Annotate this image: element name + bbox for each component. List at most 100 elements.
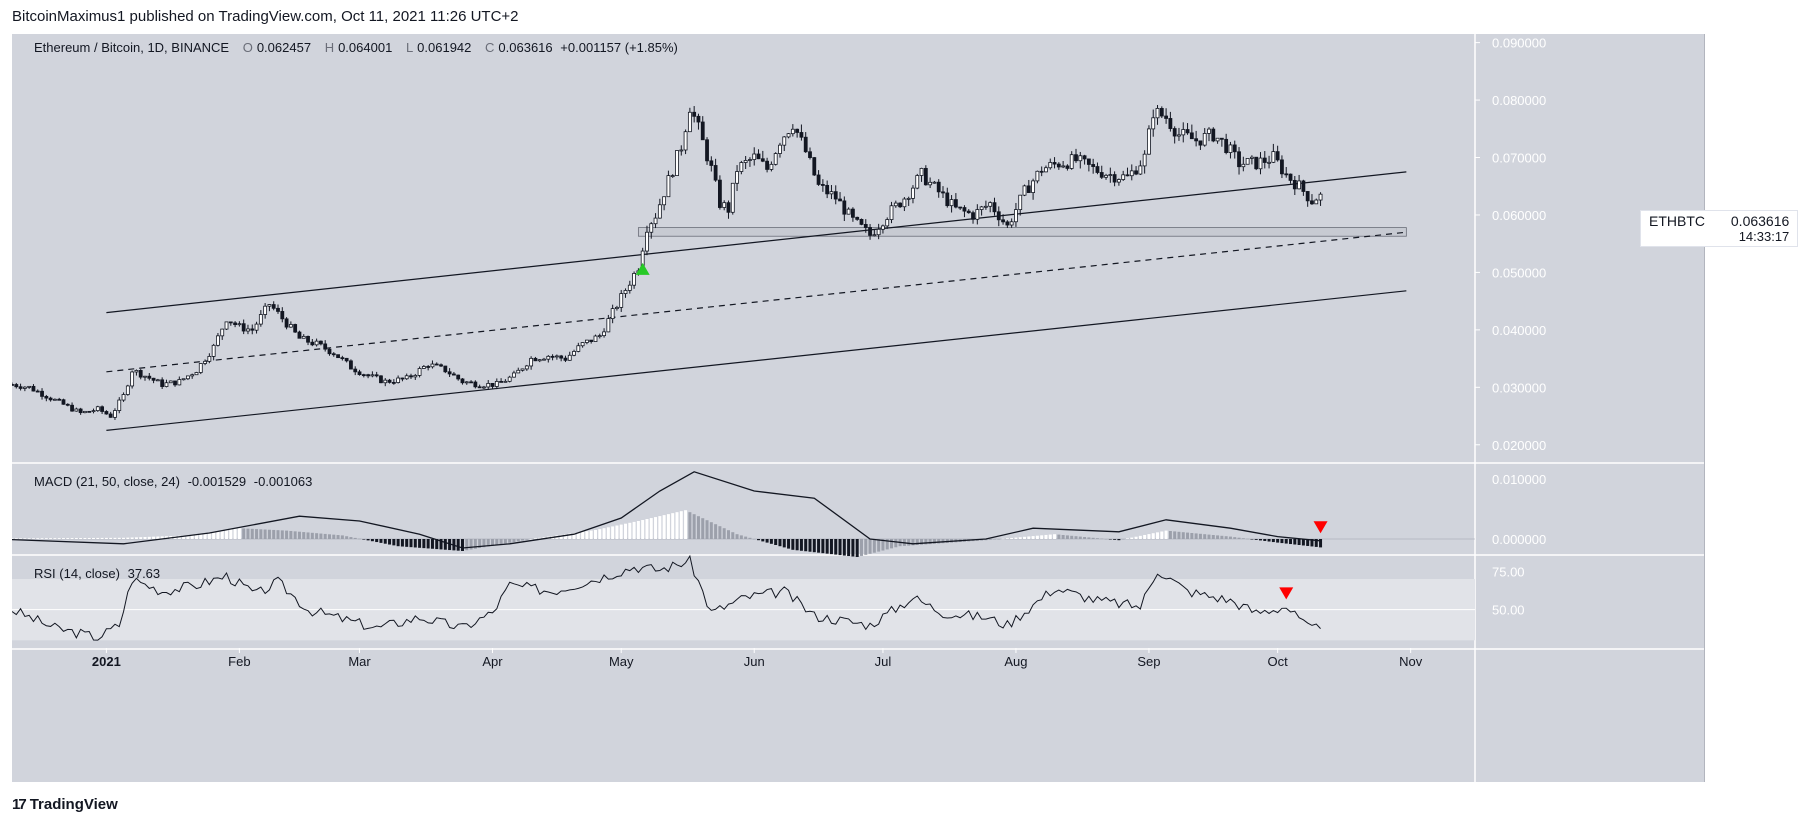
macd-histogram-bar xyxy=(199,533,203,539)
tradingview-logo-icon: 17 xyxy=(12,796,27,813)
macd-histogram-bar xyxy=(1293,539,1297,545)
candle-body xyxy=(387,379,392,383)
macd-histogram-bar xyxy=(130,537,134,539)
macd-histogram-bar xyxy=(109,537,113,539)
candle-body xyxy=(383,379,388,384)
macd-histogram-bar xyxy=(400,539,404,547)
candle-body xyxy=(186,375,190,380)
macd-histogram-bar xyxy=(503,539,507,544)
candle-body xyxy=(898,202,902,208)
candle-body xyxy=(524,365,529,370)
footer-brand[interactable]: 17 TradingView xyxy=(12,796,118,813)
candle-body xyxy=(984,205,988,208)
candle-body xyxy=(1052,162,1057,165)
candle-body xyxy=(743,160,748,163)
high-value: 0.064001 xyxy=(338,40,393,55)
macd-histogram-bar xyxy=(1289,539,1293,545)
low-value: 0.061942 xyxy=(417,40,472,55)
macd-histogram-bar xyxy=(521,539,525,541)
candle-body xyxy=(301,335,306,339)
candle-body xyxy=(786,133,791,138)
macd-histogram-bar xyxy=(572,533,576,539)
candle-body xyxy=(447,371,452,375)
macd-histogram-bar xyxy=(1100,538,1104,540)
macd-histogram-bar xyxy=(465,539,469,551)
candle-body xyxy=(18,386,23,389)
macd-histogram-bar xyxy=(636,521,640,539)
candle-body xyxy=(1262,157,1267,163)
candle-body xyxy=(851,208,855,218)
macd-histogram-bar xyxy=(1173,531,1177,539)
candle-body xyxy=(1288,173,1293,181)
macd-histogram-bar xyxy=(1203,534,1207,539)
candle-body xyxy=(409,375,413,378)
macd-histogram-bar xyxy=(859,539,863,556)
macd-histogram-bar xyxy=(134,537,138,539)
candle-body xyxy=(1044,167,1048,173)
macd-line xyxy=(12,471,1321,549)
macd-histogram-bar xyxy=(795,539,799,551)
candle-body xyxy=(434,363,439,366)
candle-body xyxy=(928,181,933,186)
macd-histogram-bar xyxy=(804,539,808,552)
macd-histogram-bar xyxy=(358,538,362,540)
macd-histogram-bar xyxy=(225,530,229,539)
macd-histogram-bar xyxy=(482,539,486,548)
candle-body xyxy=(615,306,619,310)
candle-body xyxy=(1035,170,1040,182)
macd-histogram-bar xyxy=(1211,535,1215,539)
macd-histogram-bar xyxy=(323,533,327,539)
macd-title: MACD (21, 50, close, 24) xyxy=(34,474,180,489)
macd-histogram-bar xyxy=(1297,539,1301,545)
macd-histogram-bar xyxy=(1147,534,1151,539)
candle-body xyxy=(370,374,375,377)
chart-canvas[interactable]: 0.020000 0.030000 0.040000 0.050000 0.060000… xyxy=(12,34,1704,782)
macd-histogram-bar xyxy=(1130,537,1134,539)
macd-histogram-bar xyxy=(666,514,670,539)
candle-body xyxy=(44,395,49,399)
macd-histogram-bar xyxy=(422,539,426,549)
macd-value-1: -0.001529 xyxy=(187,474,247,489)
candle-body xyxy=(979,206,984,210)
macd-histogram-bar xyxy=(568,533,572,539)
macd-histogram-bar xyxy=(353,537,357,539)
macd-histogram-bar xyxy=(1087,537,1091,539)
candle-body xyxy=(430,363,435,368)
chart-area[interactable]: 0.020000 0.030000 0.040000 0.050000 0.060000… xyxy=(12,34,1740,782)
macd-histogram-bar xyxy=(250,528,254,539)
macd-histogram-bar xyxy=(49,538,53,539)
candle-body xyxy=(1258,157,1263,170)
candle-body xyxy=(14,384,19,388)
candle-body xyxy=(816,174,821,185)
macd-histogram-bar xyxy=(203,533,207,539)
macd-histogram-bar xyxy=(791,539,795,550)
candle-body xyxy=(271,304,276,309)
macd-histogram-bar xyxy=(701,518,705,539)
macd-histogram-bar xyxy=(190,534,194,539)
candle-body xyxy=(246,328,250,332)
candle-body xyxy=(490,382,495,387)
macd-histogram-bar xyxy=(259,529,263,539)
candle-body xyxy=(687,111,692,133)
macd-histogram-bar xyxy=(684,510,688,539)
candle-body xyxy=(130,371,135,387)
candle-body xyxy=(198,363,203,373)
macd-histogram-bar xyxy=(44,538,48,539)
macd-histogram-bar xyxy=(439,539,443,550)
candle-body xyxy=(1185,129,1190,134)
time-axis-label: Feb xyxy=(228,654,250,669)
candle-body xyxy=(958,206,963,209)
time-axis-label: 2021 xyxy=(92,654,121,669)
candle-body xyxy=(567,354,572,361)
candle-body xyxy=(1086,158,1091,165)
candle-body xyxy=(563,357,568,361)
macd-histogram-bar xyxy=(829,539,833,555)
macd-histogram-bar xyxy=(375,539,379,543)
macd-histogram-bar xyxy=(632,521,636,539)
macd-histogram-bar xyxy=(302,532,306,539)
macd-histogram-bar xyxy=(27,538,31,539)
macd-histogram-bar xyxy=(499,539,503,545)
candle-body xyxy=(597,335,602,338)
macd-histogram-bar xyxy=(808,539,812,552)
candle-body xyxy=(95,406,100,412)
